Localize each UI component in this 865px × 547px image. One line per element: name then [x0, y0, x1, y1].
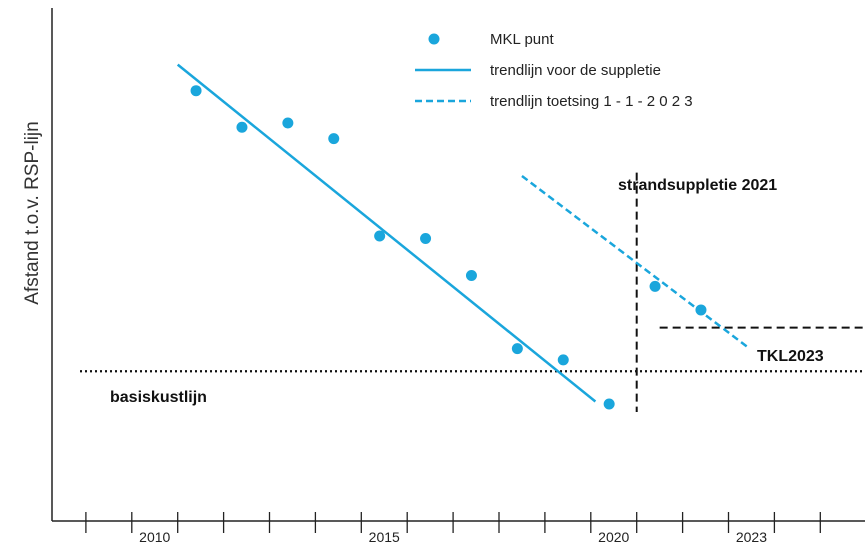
- trendline-toetsing: [521, 174, 748, 348]
- legend-label-trendlijn-voor: trendlijn voor de suppletie: [490, 62, 661, 79]
- y-axis-label: Afstand t.o.v. RSP-lijn: [22, 121, 43, 304]
- mkl-point: [328, 133, 340, 145]
- x-tick-label: 2010: [139, 529, 170, 545]
- x-tick-label: 2023: [736, 529, 767, 545]
- legend-label-mkl-punt: MKL punt: [490, 31, 554, 48]
- legend-dot-symbol: [428, 33, 440, 45]
- mkl-point: [236, 121, 248, 133]
- x-axis-ticks: 2010 2015 2020 2023: [85, 512, 821, 545]
- x-tick-label: 2020: [598, 529, 629, 545]
- legend-label-trendlijn-toetsing: trendlijn toetsing 1 - 1 - 2 0 2 3: [490, 93, 693, 110]
- annotation-strandsuppletie: strandsuppletie 2021: [618, 177, 777, 194]
- annotation-basiskustlijn: basiskustlijn: [110, 389, 207, 406]
- mkl-point: [511, 343, 523, 355]
- annotation-tkl2023: TKL2023: [757, 348, 824, 365]
- mkl-point: [374, 230, 386, 242]
- data-series: [176, 63, 748, 410]
- legend: MKL punt trendlijn voor de suppletie tre…: [415, 31, 693, 110]
- mkl-point: [557, 354, 569, 366]
- mkl-point: [465, 270, 477, 281]
- mkl-point: [282, 117, 294, 129]
- mkl-point: [695, 304, 707, 316]
- reference-lines: [80, 172, 865, 412]
- mkl-point: [190, 85, 202, 97]
- x-tick-label: 2015: [369, 529, 400, 545]
- trendline-voor-suppletie: [176, 63, 597, 403]
- mkl-point: [420, 233, 432, 245]
- mkl-point: [603, 398, 615, 410]
- mkl-point: [649, 280, 661, 292]
